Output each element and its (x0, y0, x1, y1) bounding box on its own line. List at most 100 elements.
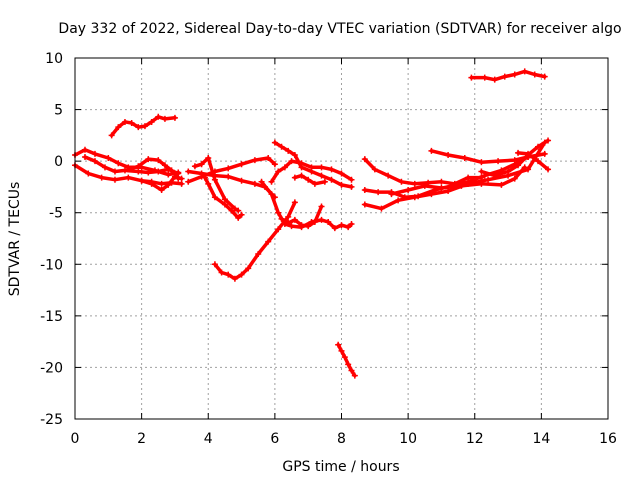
data-point (495, 158, 502, 165)
data-point (361, 156, 368, 163)
data-point (545, 166, 552, 173)
data-point (345, 224, 352, 231)
data-point (338, 222, 345, 229)
data-point (268, 178, 275, 185)
data-point (218, 269, 225, 276)
data-point (238, 161, 245, 168)
series-group (72, 68, 552, 379)
series-line-track-25 (516, 151, 550, 172)
data-point (178, 180, 185, 187)
data-point (511, 71, 518, 78)
data-point (298, 172, 305, 179)
data-point (138, 177, 145, 184)
data-point (388, 191, 395, 198)
data-point (438, 184, 445, 191)
data-point (178, 175, 185, 182)
data-point (258, 178, 265, 185)
data-point (238, 177, 245, 184)
x-axis-label: GPS time / hours (282, 459, 399, 475)
data-point (318, 172, 325, 179)
data-point (91, 158, 98, 165)
data-point (318, 203, 325, 210)
data-point (521, 164, 528, 171)
data-point (305, 223, 312, 230)
data-point (378, 205, 385, 212)
data-point (361, 201, 368, 208)
data-point (165, 181, 172, 188)
data-point (328, 176, 335, 183)
data-point (235, 214, 242, 221)
data-point (535, 158, 542, 165)
data-point (268, 191, 275, 198)
data-point (148, 180, 155, 187)
data-point (148, 118, 155, 125)
data-point (275, 226, 282, 233)
data-point (125, 166, 132, 173)
data-point (318, 164, 325, 171)
data-point (445, 151, 452, 158)
y-tick-label: -5 (49, 206, 63, 222)
data-point (81, 154, 88, 161)
data-point (385, 172, 392, 179)
series-line-track-4 (83, 155, 181, 176)
data-point (411, 194, 418, 201)
series-line-track-21 (363, 157, 484, 186)
data-point (85, 170, 92, 177)
data-point (291, 216, 298, 223)
data-point (251, 157, 258, 164)
data-point (325, 218, 332, 225)
data-point (291, 151, 298, 158)
data-point (468, 74, 475, 81)
x-tick-label: 12 (466, 431, 484, 447)
data-point (498, 181, 505, 188)
x-tick-label: 14 (532, 431, 550, 447)
data-point (225, 173, 232, 180)
x-tick-label: 2 (137, 431, 146, 447)
y-tick-label: -10 (40, 257, 63, 273)
data-point (251, 180, 258, 187)
data-point (205, 155, 212, 162)
data-point (185, 178, 192, 185)
data-point (171, 173, 178, 180)
data-point (478, 168, 485, 175)
x-tick-label: 0 (71, 431, 80, 447)
data-point (278, 215, 285, 222)
data-point (158, 180, 165, 187)
data-point (485, 176, 492, 183)
data-point (308, 164, 315, 171)
data-point (348, 367, 355, 374)
data-point (278, 143, 285, 150)
x-tick-label: 8 (337, 431, 346, 447)
y-tick-label: -20 (40, 360, 63, 376)
y-tick-label: 5 (54, 103, 63, 119)
data-point (228, 207, 235, 214)
data-point (265, 238, 272, 245)
data-point (221, 201, 228, 208)
data-point (158, 187, 165, 194)
data-point (375, 189, 382, 196)
data-point (201, 174, 208, 181)
series-line-track-16 (269, 159, 354, 184)
data-point (288, 223, 295, 230)
data-point (255, 250, 262, 257)
data-point (525, 166, 532, 173)
data-point (198, 170, 205, 177)
data-point (288, 158, 295, 165)
data-point (225, 165, 232, 172)
data-point (271, 139, 278, 146)
data-point (525, 151, 532, 158)
data-point (521, 68, 528, 75)
data-point (141, 123, 148, 130)
data-point (478, 180, 485, 187)
data-point (128, 119, 135, 126)
data-point (115, 124, 122, 131)
data-point (348, 221, 355, 228)
data-point (238, 211, 245, 218)
data-point (291, 199, 298, 206)
data-point (221, 196, 228, 203)
data-point (185, 168, 192, 175)
data-point (91, 150, 98, 157)
data-point (265, 155, 272, 162)
data-point (108, 132, 115, 139)
